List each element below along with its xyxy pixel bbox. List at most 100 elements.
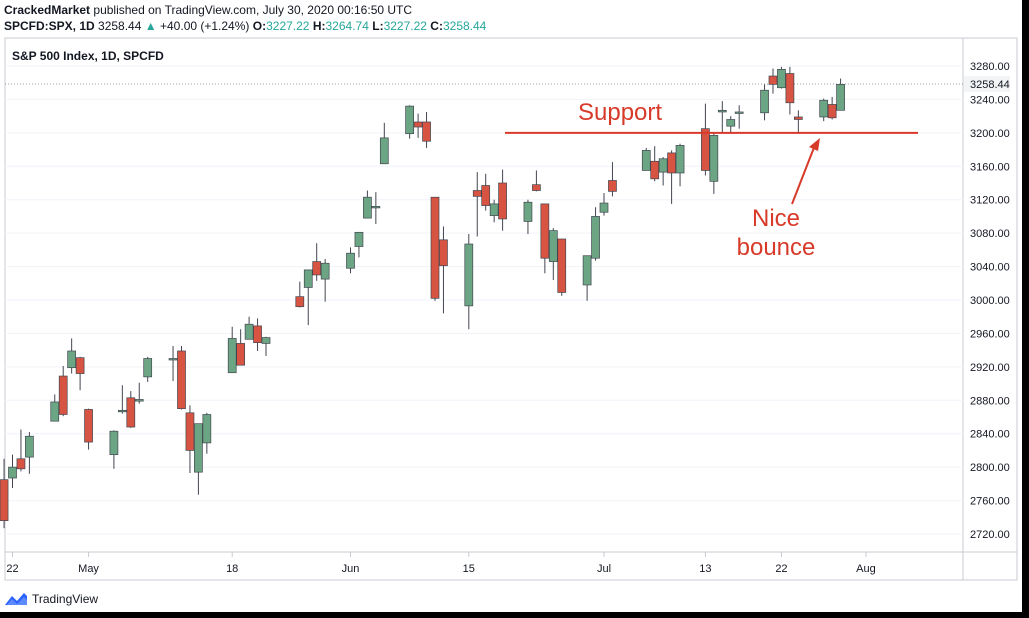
candle[interactable] <box>498 169 507 231</box>
candle[interactable] <box>194 423 203 495</box>
candle[interactable] <box>75 356 85 391</box>
candle[interactable] <box>143 356 153 382</box>
candle-body <box>819 99 829 118</box>
candle-body <box>16 458 26 470</box>
last-price-badge <box>964 76 1010 93</box>
candlestick-chart[interactable]: 3280.00 3240.00 3200.00 3160.00 3120.00 3080.… <box>0 0 1022 588</box>
x-tick-label: 22 <box>6 563 18 575</box>
candle[interactable] <box>303 269 313 326</box>
candle[interactable] <box>0 458 9 529</box>
candle[interactable] <box>675 143 685 187</box>
candle-body <box>405 105 414 135</box>
candle[interactable] <box>67 338 77 374</box>
candle[interactable] <box>236 329 245 366</box>
candle[interactable] <box>591 207 600 261</box>
candle[interactable] <box>168 345 178 382</box>
candle[interactable] <box>768 68 778 94</box>
x-tick-label: Jun <box>342 563 360 575</box>
candle[interactable] <box>126 391 136 428</box>
candle-body <box>768 75 778 85</box>
candle[interactable] <box>405 105 414 139</box>
candle[interactable] <box>202 412 212 454</box>
candle[interactable] <box>253 318 262 351</box>
support-label: Support <box>578 99 662 126</box>
candle[interactable] <box>439 226 448 314</box>
candle-body <box>50 401 60 422</box>
candle[interactable] <box>734 105 744 129</box>
candle[interactable] <box>819 98 829 122</box>
candle-body <box>793 116 803 120</box>
candle[interactable] <box>667 150 676 204</box>
candle[interactable] <box>244 316 254 340</box>
candle[interactable] <box>16 429 26 472</box>
candle-body <box>734 111 744 114</box>
candle[interactable] <box>481 173 491 211</box>
candle[interactable] <box>109 430 119 469</box>
candle[interactable] <box>58 366 68 417</box>
candle-body <box>540 203 550 259</box>
candle[interactable] <box>701 103 710 176</box>
symbol-label[interactable]: SPCFD:SPX, 1D <box>4 19 95 33</box>
candle-body <box>202 414 212 444</box>
candle[interactable] <box>760 84 769 121</box>
candle[interactable] <box>295 281 305 308</box>
candle[interactable] <box>523 199 533 234</box>
candle[interactable] <box>430 196 440 301</box>
candle-body <box>836 84 845 111</box>
candle[interactable] <box>827 96 837 120</box>
candle[interactable] <box>84 408 93 450</box>
candle-body <box>109 430 119 455</box>
candle[interactable] <box>582 255 592 301</box>
candle[interactable] <box>134 382 144 404</box>
candle[interactable] <box>709 132 719 194</box>
y-tick-label: 3120.00 <box>970 195 1010 207</box>
candle[interactable] <box>379 122 389 165</box>
candle[interactable] <box>650 146 660 182</box>
candle[interactable] <box>540 203 550 274</box>
candle[interactable] <box>413 113 423 138</box>
candle[interactable] <box>793 110 803 133</box>
candle[interactable] <box>185 405 195 473</box>
candle[interactable] <box>599 193 609 216</box>
candle[interactable] <box>608 162 617 197</box>
candle[interactable] <box>658 157 668 186</box>
author-name[interactable]: CrackedMarket <box>4 3 91 17</box>
candle[interactable] <box>261 336 271 356</box>
candle[interactable] <box>717 101 727 133</box>
candle-body <box>777 68 786 89</box>
candle[interactable] <box>532 170 541 192</box>
candle[interactable] <box>726 116 736 134</box>
candle-body <box>472 190 482 197</box>
candle[interactable] <box>227 326 237 374</box>
candle[interactable] <box>371 192 381 224</box>
candle-body <box>548 230 558 262</box>
candle[interactable] <box>472 172 482 237</box>
candle-body <box>177 350 186 409</box>
candle[interactable] <box>177 345 186 410</box>
candle[interactable] <box>25 432 34 474</box>
tradingview-logo-icon[interactable] <box>4 591 28 607</box>
candle-body <box>582 255 592 286</box>
candle-body <box>168 358 178 361</box>
tradingview-brand[interactable]: TradingView <box>32 592 99 606</box>
candle-body <box>489 203 499 216</box>
footer: TradingView <box>4 588 98 610</box>
candle[interactable] <box>320 259 330 302</box>
candle[interactable] <box>464 233 474 330</box>
candle[interactable] <box>548 228 558 280</box>
candle[interactable] <box>489 199 499 223</box>
candle[interactable] <box>836 78 845 111</box>
candle[interactable] <box>785 66 795 115</box>
candle[interactable] <box>777 66 786 89</box>
candle[interactable] <box>422 111 431 148</box>
candle[interactable] <box>8 454 17 489</box>
candle[interactable] <box>363 190 372 219</box>
candle[interactable] <box>312 243 322 281</box>
candle[interactable] <box>354 231 364 258</box>
candle[interactable] <box>346 247 355 274</box>
candle[interactable] <box>557 238 567 296</box>
candle[interactable] <box>641 147 651 171</box>
candle[interactable] <box>50 394 60 422</box>
candle[interactable] <box>117 385 127 414</box>
